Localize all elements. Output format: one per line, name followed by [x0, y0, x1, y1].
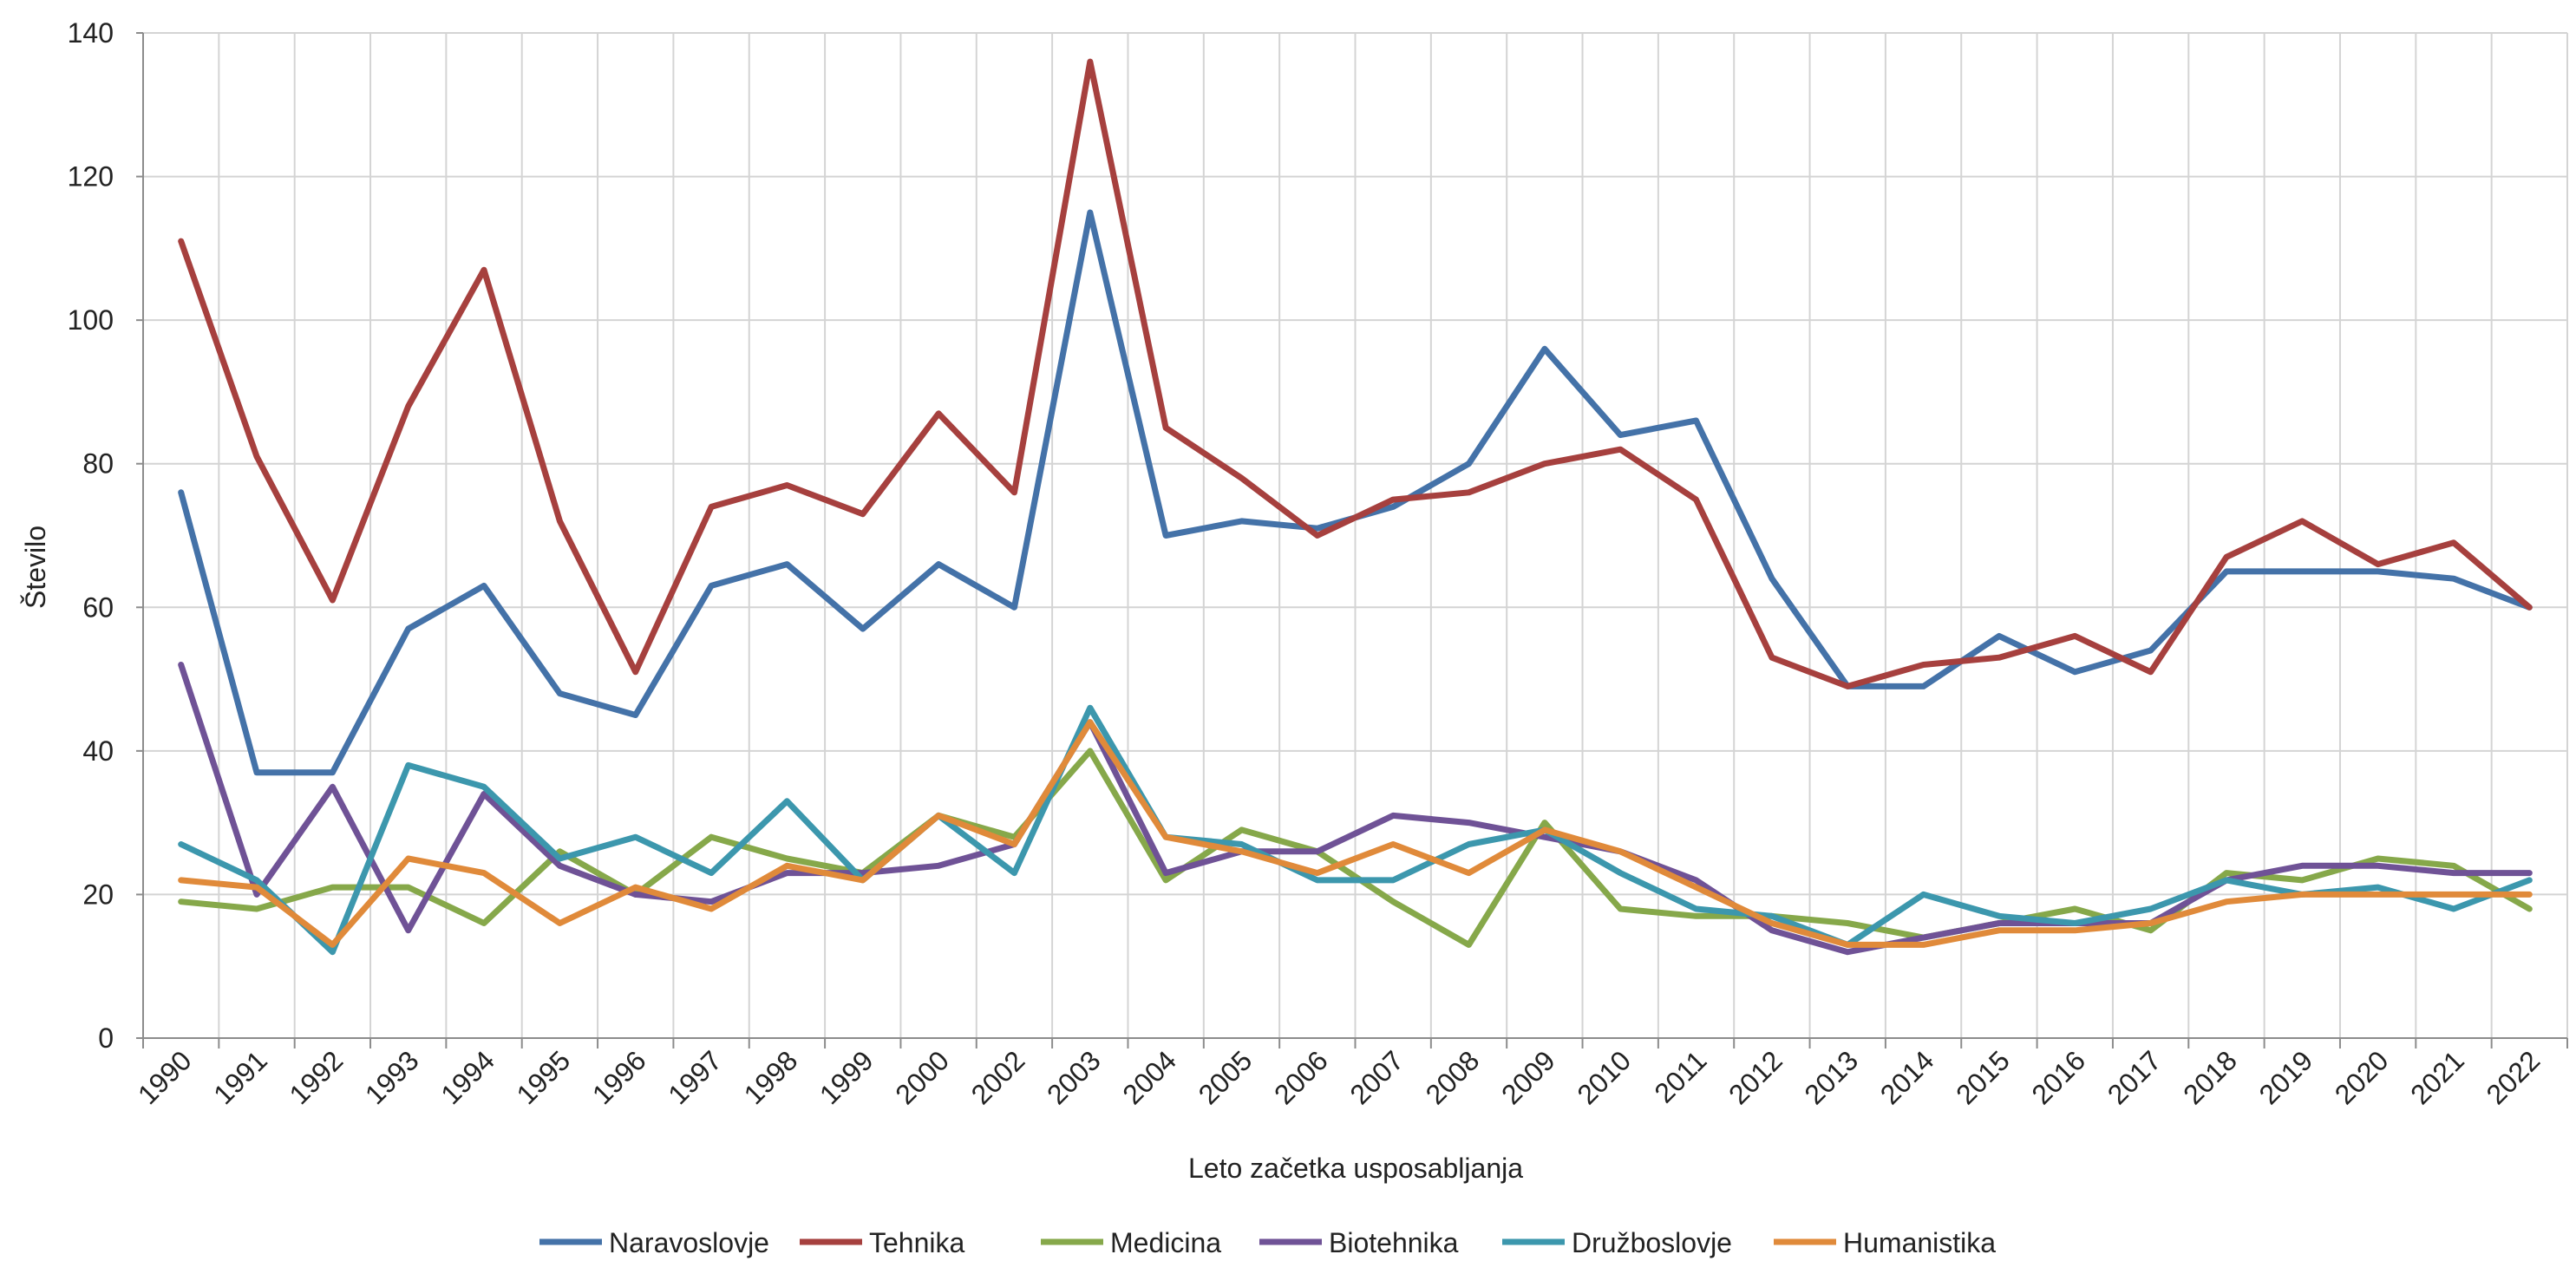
x-tick-label: 1990 [132, 1044, 198, 1110]
x-tick-label: 2003 [1041, 1044, 1107, 1110]
y-tick-label: 80 [82, 448, 114, 480]
x-tick-label: 2018 [2177, 1044, 2243, 1110]
y-axis-ticks: 0 20 40 60 80 100 120 140 [68, 17, 143, 1054]
legend-item: Tehnika [800, 1227, 965, 1258]
y-tick-label: 0 [98, 1022, 114, 1054]
x-axis-title: Leto začetka usposabljanja [1188, 1153, 1523, 1184]
legend-label: Medicina [1110, 1227, 1221, 1258]
legend-item: Humanistika [1774, 1227, 1996, 1258]
x-tick-label: 2014 [1874, 1044, 1940, 1110]
series-line-6 [178, 719, 2533, 948]
x-tick-label: 1998 [738, 1044, 804, 1110]
x-tick-label: 2002 [965, 1044, 1031, 1110]
y-tick-label: 140 [68, 17, 114, 49]
series-line-2 [178, 58, 2533, 689]
legend-label: Humanistika [1843, 1227, 1996, 1258]
x-tick-label: 1996 [586, 1044, 652, 1110]
x-tick-label: 2000 [889, 1044, 955, 1110]
x-tick-label: 1997 [662, 1044, 728, 1110]
series-line-5 [178, 704, 2533, 956]
x-tick-label: 2022 [2480, 1044, 2546, 1110]
x-tick-label: 2012 [1723, 1044, 1788, 1110]
x-tick-label: 2016 [2025, 1044, 2091, 1110]
y-tick-label: 40 [82, 735, 114, 767]
x-tick-label: 1994 [435, 1044, 500, 1110]
legend-item: Biotehnika [1259, 1227, 1459, 1258]
x-tick-label: 2015 [1950, 1044, 2016, 1110]
x-tick-label: 2009 [1495, 1044, 1561, 1110]
x-tick-label: 2004 [1116, 1044, 1182, 1110]
x-tick-label: 2013 [1798, 1044, 1864, 1110]
x-tick-label: 2007 [1344, 1044, 1409, 1110]
x-tick-label: 2019 [2252, 1044, 2318, 1110]
x-tick-label: 2020 [2329, 1044, 2395, 1110]
y-tick-label: 100 [68, 304, 114, 336]
x-tick-label: 1995 [511, 1044, 577, 1110]
y-axis-title: Število [20, 526, 51, 609]
legend-item: Medicina [1041, 1227, 1221, 1258]
y-tick-label: 120 [68, 161, 114, 193]
x-tick-label: 2010 [1571, 1044, 1637, 1110]
legend-item: Naravoslovje [539, 1227, 769, 1258]
x-tick-label: 2017 [2102, 1044, 2167, 1110]
series-lines [178, 58, 2533, 956]
y-tick-label: 60 [82, 591, 114, 623]
x-tick-label: 2008 [1420, 1044, 1486, 1110]
legend: Naravoslovje Tehnika Medicina Biotehnika Dru… [539, 1227, 1996, 1258]
legend-label: Tehnika [869, 1227, 965, 1258]
legend-label: Biotehnika [1329, 1227, 1459, 1258]
x-tick-label: 2011 [1648, 1044, 1712, 1108]
x-tick-label: 2005 [1193, 1044, 1259, 1110]
legend-label: Družboslovje [1572, 1227, 1732, 1258]
legend-label: Naravoslovje [609, 1227, 769, 1258]
x-tick-label: 2021 [2404, 1044, 2470, 1110]
x-tick-label: 1993 [359, 1044, 425, 1110]
x-tick-label: 1991 [207, 1044, 273, 1110]
x-axis-ticks: 1990 1991 1992 1993 1994 1995 1996 1997 1998 1999… [132, 1038, 2568, 1110]
x-tick-label: 1999 [814, 1044, 879, 1110]
legend-item: Družboslovje [1502, 1227, 1732, 1258]
x-tick-label: 1992 [284, 1044, 350, 1110]
y-tick-label: 20 [82, 879, 114, 910]
x-tick-label: 2006 [1268, 1044, 1334, 1110]
